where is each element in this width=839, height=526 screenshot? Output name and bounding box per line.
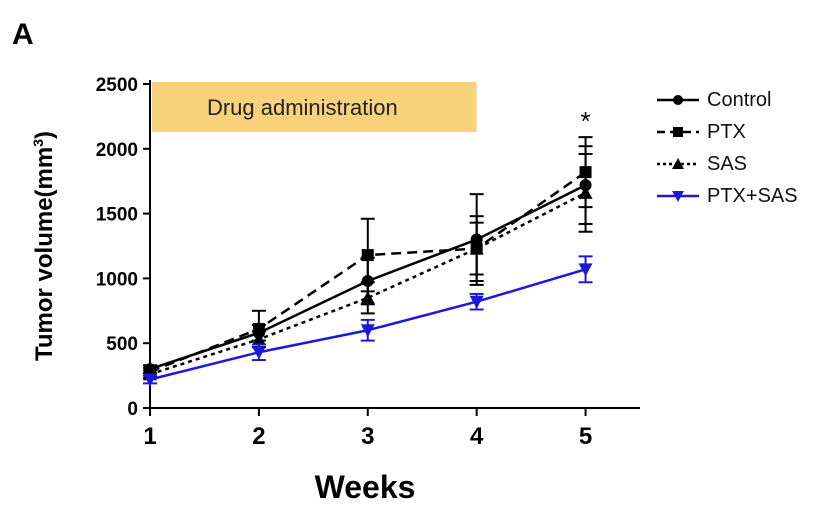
legend: Control PTX SAS PTX+SAS <box>655 84 798 212</box>
y-axis-label-sup: 3 <box>30 139 46 147</box>
y-axis-label-close: ) <box>31 131 58 139</box>
legend-item-ptx: PTX <box>655 116 798 148</box>
legend-swatch-control <box>657 95 699 105</box>
data-point <box>251 346 266 360</box>
drug-administration-label: Drug administration <box>207 95 398 120</box>
panel-label: A <box>12 18 34 51</box>
legend-label-control: Control <box>707 88 772 111</box>
series-ptx <box>143 136 593 378</box>
x-tick-label: 3 <box>361 423 374 450</box>
data-point <box>578 185 593 199</box>
legend-item-control: Control <box>655 84 798 116</box>
series-ptx-sas <box>143 255 593 387</box>
data-point <box>360 324 375 338</box>
drug-administration-band <box>152 82 477 132</box>
legend-item-ptx-sas: PTX+SAS <box>655 180 798 212</box>
legend-label-ptx-sas: PTX+SAS <box>707 184 798 207</box>
legend-swatch-ptx-sas <box>657 191 699 202</box>
legend-label-ptx: PTX <box>707 120 746 143</box>
legend-swatch-ptx <box>657 127 699 137</box>
legend-swatch-sas <box>657 158 699 169</box>
y-tick-label: 500 <box>106 334 138 355</box>
y-tick-label: 2500 <box>96 75 138 96</box>
x-tick-label: 2 <box>252 423 265 450</box>
legend-label-sas: SAS <box>707 152 748 175</box>
data-point <box>469 241 484 255</box>
data-point <box>578 263 593 277</box>
data-point <box>361 249 374 262</box>
series-layer <box>143 136 593 387</box>
data-point <box>251 332 266 346</box>
data-point <box>360 290 375 304</box>
x-tick-label: 5 <box>579 423 592 450</box>
x-tick-label: 4 <box>470 423 484 450</box>
x-axis-label: Weeks <box>315 469 416 505</box>
axes: 0 500 1000 1500 2000 2500 1 2 3 4 5 <box>96 75 640 450</box>
legend-item-sas: SAS <box>655 148 798 180</box>
data-point <box>143 373 157 387</box>
y-tick-label: 0 <box>127 399 138 420</box>
significance-asterisk: * <box>580 106 590 136</box>
data-point <box>469 295 484 309</box>
x-tick-label: 1 <box>143 423 156 450</box>
y-tick-label: 1500 <box>96 205 138 226</box>
y-tick-label: 2000 <box>96 140 138 161</box>
y-axis-label: Tumor volume(mm3) <box>30 131 58 361</box>
y-axis-label-main: Tumor volume(mm <box>31 147 58 361</box>
y-tick-label: 1000 <box>96 269 138 290</box>
